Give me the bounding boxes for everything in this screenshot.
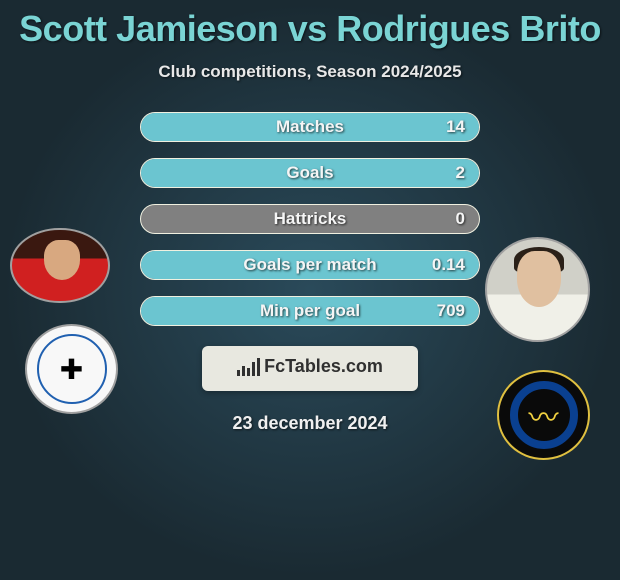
- stat-label: Hattricks: [274, 209, 347, 229]
- stat-row-goals: Goals 2: [140, 158, 480, 188]
- subtitle: Club competitions, Season 2024/2025: [0, 62, 620, 82]
- stat-value-right: 0: [456, 209, 465, 229]
- club-left-badge: ✚: [25, 324, 118, 414]
- stat-row-min-per-goal: Min per goal 709: [140, 296, 480, 326]
- branding-box: FcTables.com: [202, 346, 418, 391]
- stat-row-matches: Matches 14: [140, 112, 480, 142]
- stat-label: Goals per match: [243, 255, 376, 275]
- chart-icon: [237, 358, 260, 376]
- stat-value-right: 2: [456, 163, 465, 183]
- player-right-avatar: [485, 237, 590, 342]
- stat-value-right: 709: [437, 301, 465, 321]
- stat-label: Matches: [276, 117, 344, 137]
- page-title: Scott Jamieson vs Rodrigues Brito: [0, 0, 620, 50]
- stat-row-goals-per-match: Goals per match 0.14: [140, 250, 480, 280]
- stat-row-hattricks: Hattricks 0: [140, 204, 480, 234]
- club-right-badge: 〰: [497, 370, 590, 460]
- stats-container: ✚ 〰 Matches 14 Goals 2 Hattricks 0 Goals: [0, 112, 620, 434]
- stat-value-right: 0.14: [432, 255, 465, 275]
- stat-value-right: 14: [446, 117, 465, 137]
- stat-label: Min per goal: [260, 301, 360, 321]
- player-left-avatar: [10, 228, 110, 303]
- branding-label: FcTables.com: [264, 356, 383, 377]
- stat-label: Goals: [286, 163, 333, 183]
